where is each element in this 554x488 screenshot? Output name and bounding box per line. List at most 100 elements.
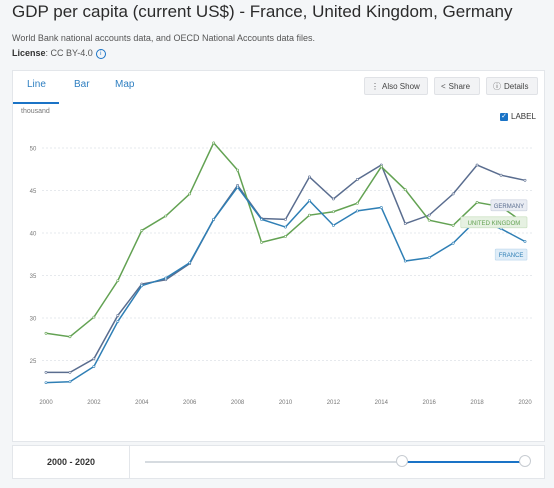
data-point bbox=[331, 210, 335, 214]
series-line-france bbox=[45, 185, 526, 384]
license-label: License bbox=[12, 48, 46, 58]
x-tick-label: 2012 bbox=[327, 400, 341, 406]
slider-selected-range bbox=[402, 461, 527, 463]
also-show-button[interactable]: ⋮ Also Show bbox=[364, 77, 428, 95]
data-point bbox=[331, 223, 335, 227]
data-point bbox=[68, 335, 72, 339]
data-point bbox=[212, 217, 216, 221]
data-point bbox=[260, 217, 263, 221]
data-point bbox=[308, 213, 311, 217]
series-line-germany bbox=[46, 163, 526, 374]
data-point bbox=[212, 141, 216, 145]
data-point bbox=[308, 175, 311, 179]
series-end-label: UNITED KINGDOM bbox=[468, 221, 521, 227]
y-tick-label: 50 bbox=[30, 147, 37, 153]
slider-start-handle[interactable] bbox=[396, 455, 408, 467]
data-point bbox=[116, 319, 120, 323]
chart-panel: Line Bar Map ⋮ Also Show < Share ⓘ Details … bbox=[12, 70, 545, 442]
data-point bbox=[379, 206, 383, 209]
slider-end-handle[interactable] bbox=[519, 455, 531, 467]
tab-bar[interactable]: Bar bbox=[74, 79, 90, 90]
data-point bbox=[284, 217, 287, 221]
x-tick-label: 2014 bbox=[375, 400, 389, 406]
data-point bbox=[475, 200, 479, 204]
series-end-label-box bbox=[494, 248, 528, 261]
data-point bbox=[355, 201, 359, 205]
x-tick-label: 2018 bbox=[470, 400, 484, 406]
x-tick-label: 2004 bbox=[135, 400, 149, 406]
data-point bbox=[355, 209, 359, 213]
x-tick-label: 2010 bbox=[279, 400, 293, 406]
y-tick-label: 35 bbox=[30, 274, 37, 280]
data-point bbox=[451, 241, 455, 245]
page-title: GDP per capita (current US$) - France, U… bbox=[12, 2, 513, 21]
range-slider-bar: 2000 - 2020 bbox=[12, 445, 545, 479]
data-point bbox=[499, 173, 503, 177]
info-icon[interactable]: i bbox=[95, 48, 106, 59]
label-toggle-text: LABEL bbox=[511, 112, 536, 121]
series-end-label-box bbox=[490, 199, 528, 212]
data-point bbox=[403, 188, 407, 192]
data-point bbox=[68, 380, 72, 384]
data-point bbox=[116, 314, 120, 317]
data-point bbox=[140, 284, 144, 288]
range-label: 2000 - 2020 bbox=[13, 446, 130, 478]
data-point bbox=[475, 163, 479, 167]
share-icon: < bbox=[441, 82, 446, 91]
series-line-united-kingdom bbox=[45, 141, 526, 338]
series-end-label: GERMANY bbox=[494, 204, 524, 210]
y-tick-label: 25 bbox=[30, 359, 37, 365]
x-tick-label: 2008 bbox=[231, 400, 245, 406]
x-tick-label: 2020 bbox=[518, 400, 532, 406]
active-tab-indicator bbox=[13, 102, 59, 104]
data-point bbox=[68, 370, 72, 374]
x-tick-label: 2000 bbox=[39, 400, 53, 406]
data-point bbox=[260, 240, 263, 244]
data-point bbox=[164, 276, 168, 280]
data-point bbox=[92, 365, 96, 368]
tab-map[interactable]: Map bbox=[115, 79, 135, 90]
data-point bbox=[523, 240, 527, 243]
data-point bbox=[44, 381, 48, 385]
data-point bbox=[44, 331, 48, 335]
data-point bbox=[188, 261, 192, 265]
license-line: License: CC BY-4.0 i bbox=[12, 48, 106, 59]
details-button[interactable]: ⓘ Details bbox=[486, 77, 538, 95]
data-point bbox=[44, 370, 48, 374]
data-point bbox=[451, 223, 455, 227]
vertical-dots-icon: ⋮ bbox=[371, 82, 379, 91]
series-end-label: FRANCE bbox=[499, 253, 524, 259]
chart-tabs: Line Bar Map bbox=[13, 71, 213, 104]
data-point bbox=[355, 178, 359, 181]
data-point bbox=[523, 178, 527, 182]
data-point bbox=[92, 315, 96, 319]
data-point bbox=[403, 259, 407, 263]
source-note: World Bank national accounts data, and O… bbox=[12, 33, 316, 43]
x-tick-label: 2016 bbox=[423, 400, 437, 406]
checkbox-checked-icon[interactable]: ✓ bbox=[500, 112, 508, 121]
data-point bbox=[236, 185, 240, 189]
data-point bbox=[427, 213, 431, 217]
x-tick-label: 2002 bbox=[87, 400, 101, 406]
data-point bbox=[451, 192, 455, 196]
series-end-label-box bbox=[460, 216, 528, 229]
x-tick-label: 2006 bbox=[183, 400, 197, 406]
line-chart: 50 45 40 35 30 25 2000 2002 2004 2006 2008 2010 2012… bbox=[30, 141, 533, 406]
slider-track[interactable] bbox=[145, 461, 528, 463]
details-label: Details bbox=[504, 82, 529, 91]
data-point bbox=[284, 225, 287, 229]
label-toggle[interactable]: ✓ LABEL bbox=[500, 112, 536, 121]
y-tick-label: 30 bbox=[30, 317, 37, 323]
data-point bbox=[379, 165, 383, 169]
data-point bbox=[116, 279, 120, 283]
data-point bbox=[403, 222, 407, 226]
y-tick-label: 45 bbox=[30, 189, 37, 195]
y-tick-label: 40 bbox=[30, 232, 37, 238]
data-point bbox=[140, 229, 144, 232]
tab-line[interactable]: Line bbox=[27, 79, 46, 90]
share-button[interactable]: < Share bbox=[434, 77, 480, 95]
data-point bbox=[188, 192, 192, 196]
license-value[interactable]: : CC BY-4.0 bbox=[45, 48, 93, 58]
data-point bbox=[427, 218, 431, 222]
data-point bbox=[164, 214, 168, 218]
